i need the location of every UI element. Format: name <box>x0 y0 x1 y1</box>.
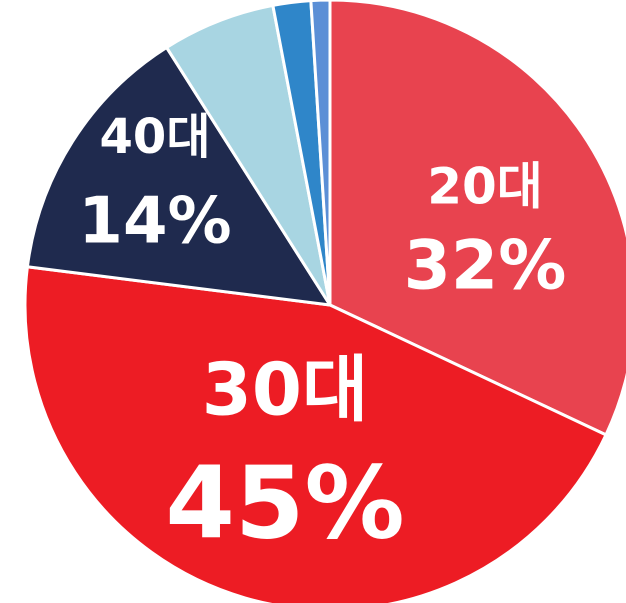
slice-category-label: 20대 <box>427 158 543 216</box>
pie-slice <box>23 265 608 603</box>
pie-slice <box>25 45 333 307</box>
slice-category-label: 30대 <box>202 348 368 432</box>
pie-slice <box>328 0 626 437</box>
slice-value-label: 45% <box>165 444 404 561</box>
slice-value-label: 32% <box>404 227 567 306</box>
slice-category-label: 40대 <box>100 109 211 165</box>
pie-slice <box>309 0 332 306</box>
slice-value-label: 14% <box>78 185 231 259</box>
